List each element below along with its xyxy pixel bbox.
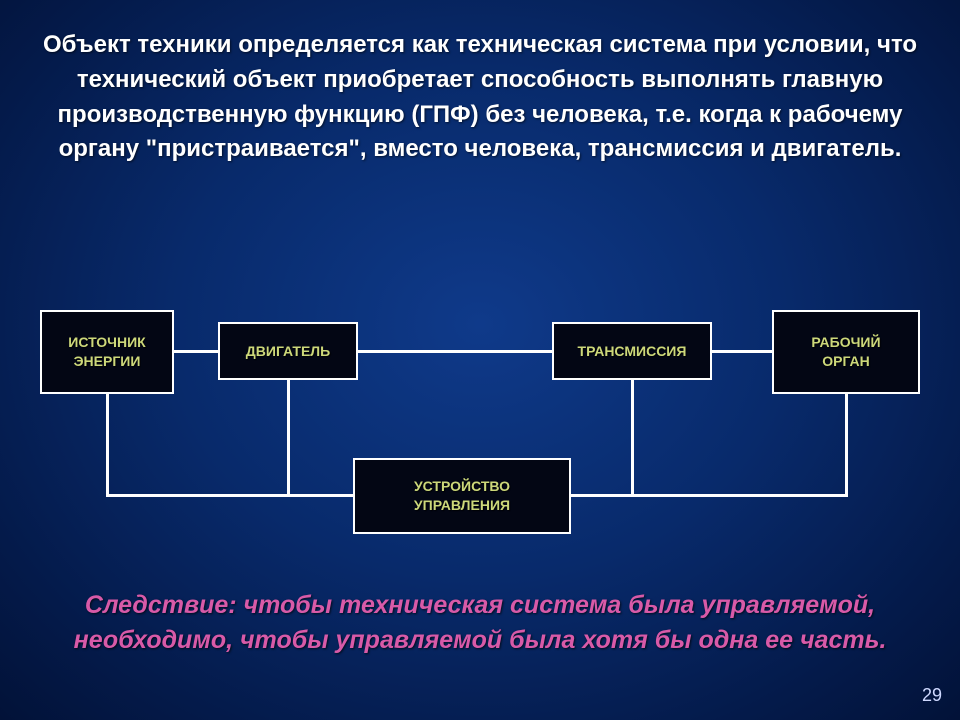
flowchart-edge bbox=[106, 394, 109, 494]
flowchart-edge bbox=[174, 350, 218, 353]
flowchart-diagram: ИСТОЧНИК ЭНЕРГИИ ДВИГАТЕЛЬ ТРАНСМИССИЯ РАБО… bbox=[0, 290, 960, 570]
flowchart-edge bbox=[845, 394, 848, 494]
flowchart-node-energy: ИСТОЧНИК ЭНЕРГИИ bbox=[40, 310, 174, 394]
flowchart-edge bbox=[571, 494, 848, 497]
flowchart-edge bbox=[712, 350, 772, 353]
flowchart-node-trans: ТРАНСМИССИЯ bbox=[552, 322, 712, 380]
heading-paragraph: Объект техники определяется как техничес… bbox=[0, 28, 960, 167]
flowchart-edge bbox=[287, 380, 290, 494]
flowchart-edge bbox=[631, 380, 634, 494]
flowchart-node-work: РАБОЧИЙ ОРГАН bbox=[772, 310, 920, 394]
flowchart-edge bbox=[358, 350, 552, 353]
page-number: 29 bbox=[922, 685, 942, 706]
flowchart-node-engine: ДВИГАТЕЛЬ bbox=[218, 322, 358, 380]
flowchart-edge bbox=[287, 494, 353, 497]
conclusion-paragraph: Следствие: чтобы техническая система был… bbox=[0, 588, 960, 658]
flowchart-node-control: УСТРОЙСТВО УПРАВЛЕНИЯ bbox=[353, 458, 571, 534]
